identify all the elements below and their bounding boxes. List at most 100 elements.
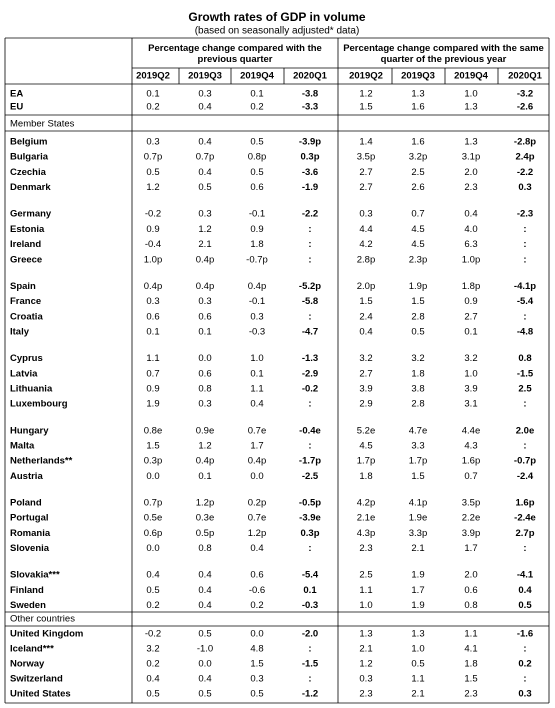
cell: 0.2	[250, 600, 263, 611]
cell: 3.3	[411, 441, 424, 452]
cell: 4.3p	[357, 528, 376, 539]
cell: 2.7p	[515, 528, 534, 539]
cell: 2.1	[359, 644, 372, 655]
row-label: Portugal	[10, 513, 49, 524]
cell: 1.0p	[462, 254, 481, 265]
cell: 0.8p	[248, 152, 267, 163]
cell: 0.5	[198, 689, 211, 700]
cell: 0.4	[198, 570, 211, 581]
cell: :	[523, 254, 526, 265]
cell: 4.1p	[409, 498, 428, 509]
cell: 1.0	[359, 600, 372, 611]
cell: 0.8e	[144, 425, 163, 436]
cell: 2.0	[464, 570, 477, 581]
cell: 0.6	[198, 368, 211, 379]
cell: 0.4p	[144, 281, 163, 292]
cell: 1.9	[411, 600, 424, 611]
row-label: Latvia	[10, 368, 38, 379]
row-label: Sweden	[10, 600, 46, 611]
row-label: Estonia	[10, 224, 45, 235]
cell: 0.3	[250, 674, 263, 685]
cell: 1.5	[411, 296, 424, 307]
cell: :	[523, 644, 526, 655]
cell: 0.2	[146, 102, 159, 113]
cell: 4.8	[250, 644, 263, 655]
cell: 0.2	[146, 600, 159, 611]
cell: 0.4	[146, 674, 159, 685]
row-label: Italy	[10, 327, 30, 338]
row-label: Finland	[10, 585, 44, 596]
cell: 1.1	[464, 629, 477, 640]
cell: 0.5	[146, 585, 159, 596]
cell: 0.4p	[196, 281, 215, 292]
cell: :	[308, 674, 311, 685]
cell: 2.4	[359, 311, 372, 322]
cell: :	[308, 399, 311, 410]
cell: 2.3	[359, 689, 372, 700]
cell: 3.9	[359, 384, 372, 395]
row-label: Luxembourg	[10, 399, 68, 410]
cell: 0.9	[250, 224, 263, 235]
cell: 2.8p	[357, 254, 376, 265]
cell: 4.1	[464, 644, 477, 655]
cell: 1.1	[250, 384, 263, 395]
cell: -0.4	[145, 239, 161, 250]
cell: :	[308, 239, 311, 250]
cell: 4.0	[464, 224, 477, 235]
cell: 2.0e	[516, 425, 535, 436]
cell: 3.2p	[409, 152, 428, 163]
cell: -0.3	[249, 327, 265, 338]
group-header: Percentage change compared with the previ…	[148, 43, 322, 65]
cell: 0.5	[411, 327, 424, 338]
cell: 0.4	[198, 585, 211, 596]
column-header: 2019Q3	[188, 71, 222, 82]
cell: 0.9	[146, 384, 159, 395]
row-label: Slovakia***	[10, 570, 60, 581]
row-label: United States	[10, 689, 71, 700]
section-label: Member States	[10, 119, 75, 130]
cell: 0.1	[250, 89, 263, 100]
cell: 1.9	[146, 399, 159, 410]
cell: 1.6	[411, 102, 424, 113]
cell: -0.2	[145, 209, 161, 220]
cell: -0.1	[249, 296, 265, 307]
cell: -2.6	[517, 102, 533, 113]
cell: 0.6	[198, 311, 211, 322]
cell: -0.2	[302, 384, 318, 395]
row-label: Austria	[10, 471, 43, 482]
cell: 0.7p	[144, 152, 163, 163]
cell: 0.2	[146, 659, 159, 670]
cell: 0.5	[411, 659, 424, 670]
cell: -2.4e	[514, 513, 536, 524]
cell: 0.5	[146, 167, 159, 178]
cell: 1.9	[411, 570, 424, 581]
cell: -2.2	[302, 209, 318, 220]
cell: 3.9	[464, 384, 477, 395]
cell: 0.4	[359, 327, 372, 338]
cell: 3.1p	[462, 152, 481, 163]
cell: 0.3	[250, 311, 263, 322]
cell: -0.7p	[514, 456, 536, 467]
row-label: Denmark	[10, 182, 51, 193]
cell: 0.3	[518, 182, 531, 193]
cell: -0.6	[249, 585, 265, 596]
cell: -3.9p	[299, 137, 321, 148]
cell: 0.5	[250, 167, 263, 178]
cell: 1.4	[359, 137, 372, 148]
group-header: Percentage change compared with the same…	[343, 43, 544, 65]
subtitle: (based on seasonally adjusted* data)	[195, 26, 360, 37]
cell: 2.7	[359, 182, 372, 193]
cell: -0.1	[249, 209, 265, 220]
cell: -4.1	[517, 570, 534, 581]
row-label: Germany	[10, 209, 52, 220]
row-label: Iceland***	[10, 644, 54, 655]
cell: 0.9	[464, 296, 477, 307]
cell: 2.7	[464, 311, 477, 322]
cell: 1.1	[411, 674, 424, 685]
row-label: Lithuania	[10, 384, 53, 395]
cell: 1.5	[359, 296, 372, 307]
cell: -0.4e	[299, 425, 321, 436]
cell: 1.3	[359, 629, 372, 640]
cell: 1.6	[411, 137, 424, 148]
row-label: EU	[10, 102, 23, 113]
